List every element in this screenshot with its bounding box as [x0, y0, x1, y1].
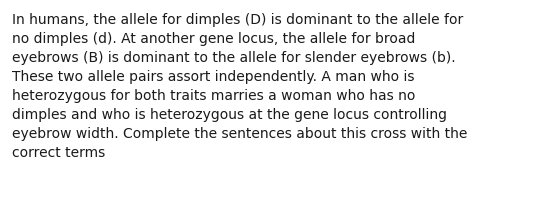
Text: In humans, the allele for dimples (D) is dominant to the allele for
no dimples (: In humans, the allele for dimples (D) is…	[12, 13, 468, 160]
